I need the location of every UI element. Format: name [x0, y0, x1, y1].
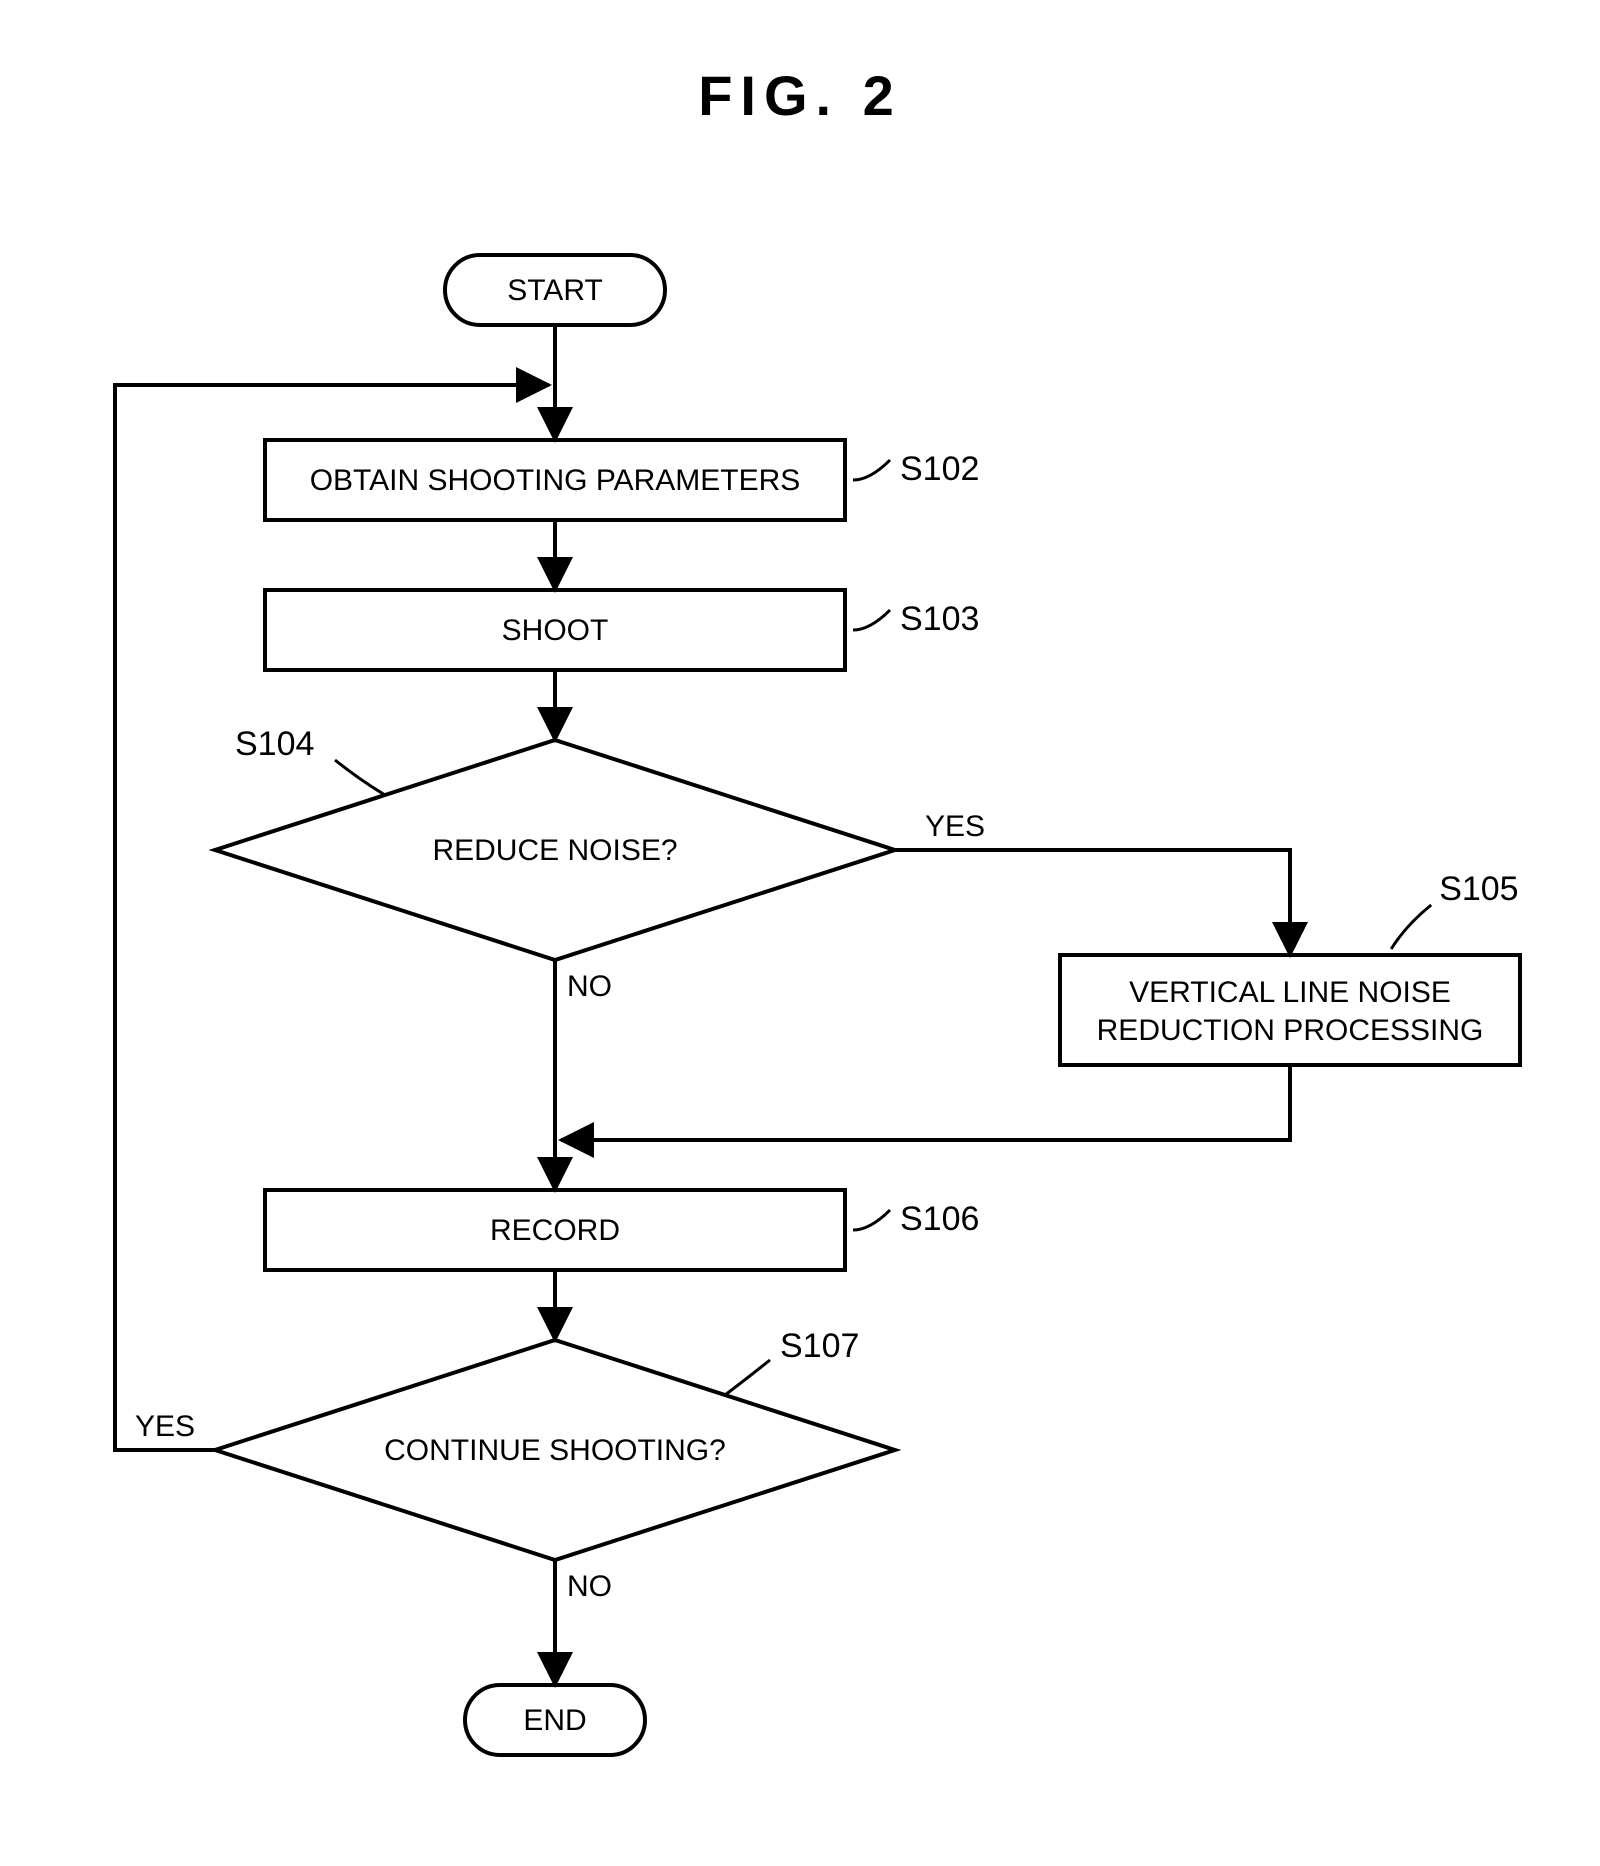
- flow-edges: [115, 325, 1290, 1685]
- step-label-s102: S102: [853, 450, 979, 488]
- decision-s104: REDUCE NOISE?: [215, 740, 895, 960]
- step-label-s104: S104: [235, 725, 385, 795]
- edge-s107-yes: YES: [135, 1410, 195, 1443]
- process-s103-label: SHOOT: [502, 614, 609, 647]
- step-label-s103: S103: [853, 600, 979, 638]
- process-s105-label-line2: REDUCTION PROCESSING: [1097, 1014, 1484, 1047]
- edge-s107-no: NO: [567, 1570, 612, 1603]
- step-label-s107: S107: [725, 1327, 859, 1395]
- step-s107-text: S107: [780, 1327, 859, 1365]
- terminal-start: START: [445, 255, 665, 325]
- process-s106-label: RECORD: [490, 1214, 620, 1247]
- step-s103-text: S103: [900, 600, 979, 638]
- terminal-start-label: START: [507, 274, 603, 307]
- decision-s107: CONTINUE SHOOTING?: [215, 1340, 895, 1560]
- process-s105: VERTICAL LINE NOISE REDUCTION PROCESSING: [1060, 955, 1520, 1065]
- figure-title: FIG. 2: [698, 64, 902, 127]
- decision-s107-label: CONTINUE SHOOTING?: [384, 1434, 726, 1467]
- process-s106: RECORD: [265, 1190, 845, 1270]
- terminal-end-label: END: [523, 1704, 586, 1737]
- step-s105-text: S105: [1439, 870, 1518, 908]
- decision-s104-label: REDUCE NOISE?: [432, 834, 677, 867]
- step-s102-text: S102: [900, 450, 979, 488]
- step-s104-text: S104: [235, 725, 314, 763]
- step-s106-text: S106: [900, 1200, 979, 1238]
- step-label-s105: S105: [1391, 870, 1518, 949]
- edge-s104-no: NO: [567, 970, 612, 1003]
- terminal-end: END: [465, 1685, 645, 1755]
- step-label-s106: S106: [853, 1200, 979, 1238]
- process-s103: SHOOT: [265, 590, 845, 670]
- process-s102: OBTAIN SHOOTING PARAMETERS: [265, 440, 845, 520]
- process-s102-label: OBTAIN SHOOTING PARAMETERS: [310, 464, 801, 497]
- edge-s104-yes: YES: [925, 810, 985, 843]
- process-s105-label-line1: VERTICAL LINE NOISE: [1129, 976, 1451, 1009]
